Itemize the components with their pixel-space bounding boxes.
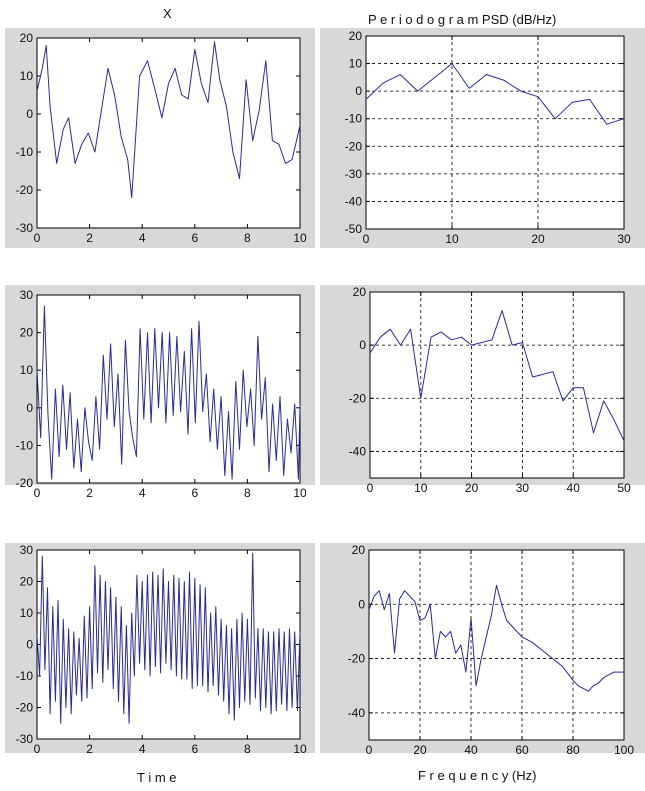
x-tick-label: 2 bbox=[86, 742, 93, 756]
time-axis-label: T i m e bbox=[137, 770, 177, 785]
y-tick-label: 20 bbox=[353, 285, 367, 299]
time-1-series-line bbox=[36, 41, 301, 199]
y-tick-label: -40 bbox=[345, 194, 363, 208]
y-tick-label: 10 bbox=[20, 606, 34, 620]
x-tick-label: 0 bbox=[34, 486, 41, 500]
time-1-chart: 0 2 4 6 8 10 20 10 0 -10 -20 -30 bbox=[5, 28, 315, 248]
x-tick-label: 8 bbox=[244, 742, 251, 756]
psd-1-series-line bbox=[365, 63, 625, 125]
psd-3-chart: 0 20 40 60 80 100 20 0 -20 -40 bbox=[320, 543, 645, 757]
axes-box bbox=[36, 37, 301, 229]
x-tick-label: 4 bbox=[139, 742, 146, 756]
x-tick-label: 40 bbox=[464, 743, 478, 757]
y-tick-label: -10 bbox=[16, 669, 34, 683]
x-tick-label: 20 bbox=[465, 481, 479, 495]
y-tick-label: -10 bbox=[345, 112, 363, 126]
y-tick-label: 0 bbox=[26, 401, 33, 415]
y-tick-label: 0 bbox=[26, 638, 33, 652]
x-tick-label: 0 bbox=[367, 481, 374, 495]
right-column-title: P e r i o d o g r a m PSD (dB/Hz) bbox=[368, 12, 557, 27]
time-2-chart: 0 2 4 6 8 10 30 20 10 0 -10 -20 bbox=[5, 285, 315, 500]
axes-box bbox=[365, 35, 625, 230]
y-tick-label: -20 bbox=[349, 391, 367, 405]
y-tick-label: -10 bbox=[16, 438, 34, 452]
y-tick-label: 0 bbox=[358, 597, 365, 611]
y-tick-label: 10 bbox=[349, 57, 363, 71]
x-tick-label: 30 bbox=[617, 232, 631, 246]
y-tick-label: 20 bbox=[20, 31, 34, 45]
y-tick-label: -20 bbox=[16, 701, 34, 715]
y-tick-label: 0 bbox=[355, 84, 362, 98]
x-tick-label: 100 bbox=[614, 743, 634, 757]
y-tick-label: 20 bbox=[20, 575, 34, 589]
x-tick-label: 8 bbox=[244, 231, 251, 245]
y-tick-label: 0 bbox=[359, 338, 366, 352]
x-tick-label: 80 bbox=[566, 743, 580, 757]
psd-2-series-line bbox=[369, 310, 625, 442]
y-tick-label: 20 bbox=[349, 29, 363, 43]
x-tick-label: 40 bbox=[567, 481, 581, 495]
y-tick-label: 0 bbox=[26, 107, 33, 121]
x-tick-label: 20 bbox=[531, 232, 545, 246]
x-tick-label: 50 bbox=[617, 481, 631, 495]
y-tick-label: 10 bbox=[20, 363, 34, 377]
psd-1-chart: 0 10 20 30 20 10 0 -10 -20 -30 -40 -50 bbox=[320, 28, 645, 248]
x-tick-label: 2 bbox=[86, 486, 93, 500]
y-tick-label: -20 bbox=[348, 652, 366, 666]
x-tick-label: 4 bbox=[139, 231, 146, 245]
axes-box bbox=[368, 549, 625, 741]
y-tick-label: -30 bbox=[16, 732, 34, 746]
x-tick-label: 2 bbox=[86, 231, 93, 245]
y-tick-label: -30 bbox=[16, 221, 34, 235]
time-2-series-line bbox=[36, 305, 301, 480]
x-tick-label: 6 bbox=[191, 742, 198, 756]
left-column-title: X bbox=[163, 6, 172, 21]
x-tick-label: 0 bbox=[34, 742, 41, 756]
time-3-series-line bbox=[36, 552, 301, 724]
x-tick-label: 6 bbox=[191, 486, 198, 500]
x-tick-label: 6 bbox=[191, 231, 198, 245]
y-tick-label: 30 bbox=[20, 288, 34, 302]
x-tick-label: 10 bbox=[293, 486, 307, 500]
x-tick-label: 8 bbox=[244, 486, 251, 500]
y-tick-label: -40 bbox=[348, 706, 366, 720]
psd-3-series-line bbox=[368, 584, 624, 692]
y-tick-label: 10 bbox=[20, 69, 34, 83]
y-tick-label: -50 bbox=[345, 222, 363, 236]
x-tick-label: 20 bbox=[413, 743, 427, 757]
axes-box bbox=[369, 291, 625, 479]
x-tick-label: 4 bbox=[139, 486, 146, 500]
x-tick-label: 0 bbox=[34, 231, 41, 245]
y-tick-label: -10 bbox=[16, 145, 34, 159]
x-tick-label: 10 bbox=[414, 481, 428, 495]
y-tick-label: -20 bbox=[16, 476, 34, 490]
x-tick-label: 30 bbox=[516, 481, 530, 495]
y-tick-label: -20 bbox=[345, 139, 363, 153]
frequency-axis-label: F r e q u e n c y (Hz) bbox=[418, 768, 537, 783]
x-tick-label: 60 bbox=[515, 743, 529, 757]
y-tick-label: -30 bbox=[345, 167, 363, 181]
x-tick-label: 0 bbox=[366, 743, 373, 757]
y-tick-label: 20 bbox=[352, 543, 366, 557]
x-tick-label: 0 bbox=[363, 232, 370, 246]
x-tick-label: 10 bbox=[293, 231, 307, 245]
psd-2-chart: 0 10 20 30 40 50 20 0 -20 -40 bbox=[320, 285, 645, 495]
x-tick-label: 10 bbox=[293, 742, 307, 756]
y-tick-label: 30 bbox=[20, 543, 34, 557]
x-tick-label: 10 bbox=[445, 232, 459, 246]
y-tick-label: 20 bbox=[20, 326, 34, 340]
time-3-chart: 0 2 4 6 8 10 30 20 10 0 -10 -20 -30 bbox=[5, 543, 315, 756]
y-tick-label: -20 bbox=[16, 183, 34, 197]
y-tick-label: -40 bbox=[349, 444, 367, 458]
